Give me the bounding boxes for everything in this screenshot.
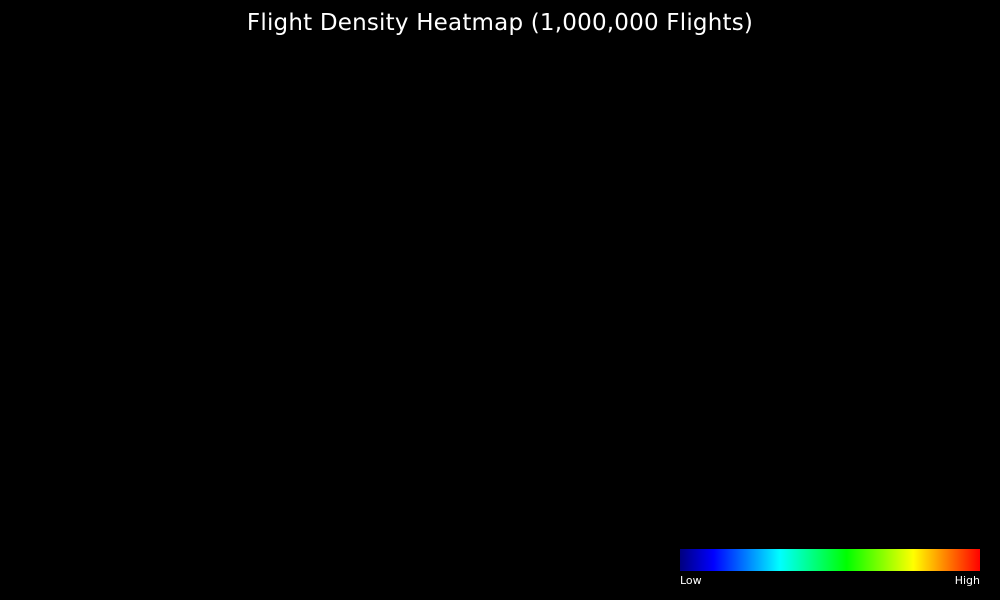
- legend-gradient-rect: [680, 549, 980, 571]
- heatmap-plot-area: [0, 42, 1000, 542]
- color-legend: Low High: [680, 549, 980, 589]
- legend-high-label: High: [954, 574, 980, 587]
- chart-title: Flight Density Heatmap (1,000,000 Flight…: [246, 10, 754, 36]
- legend-low-label: Low: [680, 574, 702, 587]
- legend-color-bar: [680, 549, 980, 571]
